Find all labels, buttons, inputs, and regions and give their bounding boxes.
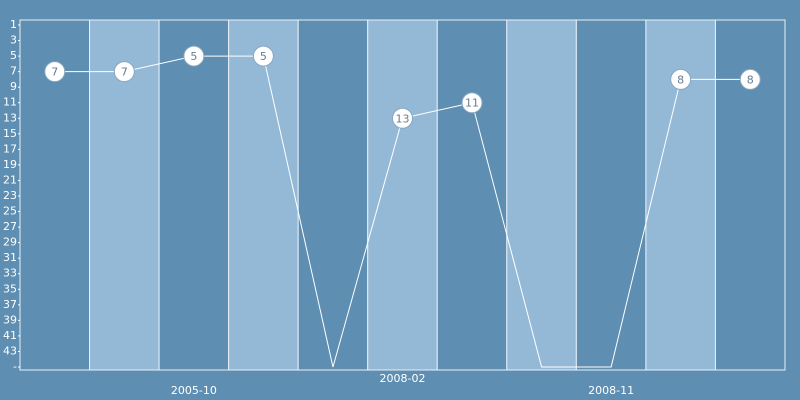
y-tick-label: 39 (3, 313, 17, 326)
y-tick-label: 37 (3, 298, 17, 311)
point (461, 92, 483, 114)
y-tick-label: 25 (3, 205, 17, 218)
x-tick-label: 2008-11 (588, 384, 634, 397)
point-label: 11 (465, 97, 479, 110)
y-tick-label: 7 (10, 65, 17, 78)
point (113, 61, 135, 83)
y-tick-label: 9 (10, 80, 17, 93)
y-tick-label: 43 (3, 344, 17, 357)
column-band (158, 19, 230, 371)
y-tick-label: 15 (3, 127, 17, 140)
point (739, 68, 761, 90)
column-band (436, 19, 508, 371)
y-tick-label: 3 (10, 34, 17, 47)
y-tick-label: - (13, 360, 17, 373)
point (183, 45, 205, 67)
x-tick-label: 2005-10 (171, 384, 217, 397)
x-tick-label: 2008-02 (380, 372, 426, 385)
y-tick-label: 41 (3, 329, 17, 342)
point-label: 5 (260, 50, 267, 63)
y-tick-label: 33 (3, 267, 17, 280)
y-tick-label: 31 (3, 251, 17, 264)
point (670, 68, 692, 90)
point (252, 45, 274, 67)
y-tick-label: 35 (3, 282, 17, 295)
column-band (575, 19, 647, 371)
point-label: 7 (51, 66, 58, 79)
column-band (297, 19, 369, 371)
y-tick-label: 17 (3, 142, 17, 155)
point-label: 7 (121, 66, 128, 79)
point-label: 5 (190, 50, 197, 63)
point (392, 107, 413, 129)
column-band (506, 19, 577, 371)
point-label: 8 (677, 73, 684, 86)
y-tick-label: 23 (3, 189, 17, 202)
y-tick-label: 19 (3, 158, 17, 171)
point (44, 61, 66, 83)
column-band (367, 19, 438, 371)
point-label: 8 (747, 73, 754, 86)
y-tick-label: 1 (10, 18, 17, 31)
y-tick-label: 27 (3, 220, 17, 233)
y-tick-label: 13 (3, 111, 17, 124)
y-tick-label: 21 (3, 173, 17, 186)
point-label: 13 (396, 112, 410, 125)
y-tick-label: 5 (10, 49, 17, 62)
column-band (228, 19, 299, 371)
y-tick-label: 11 (3, 96, 17, 109)
y-tick-label: 29 (3, 236, 17, 249)
